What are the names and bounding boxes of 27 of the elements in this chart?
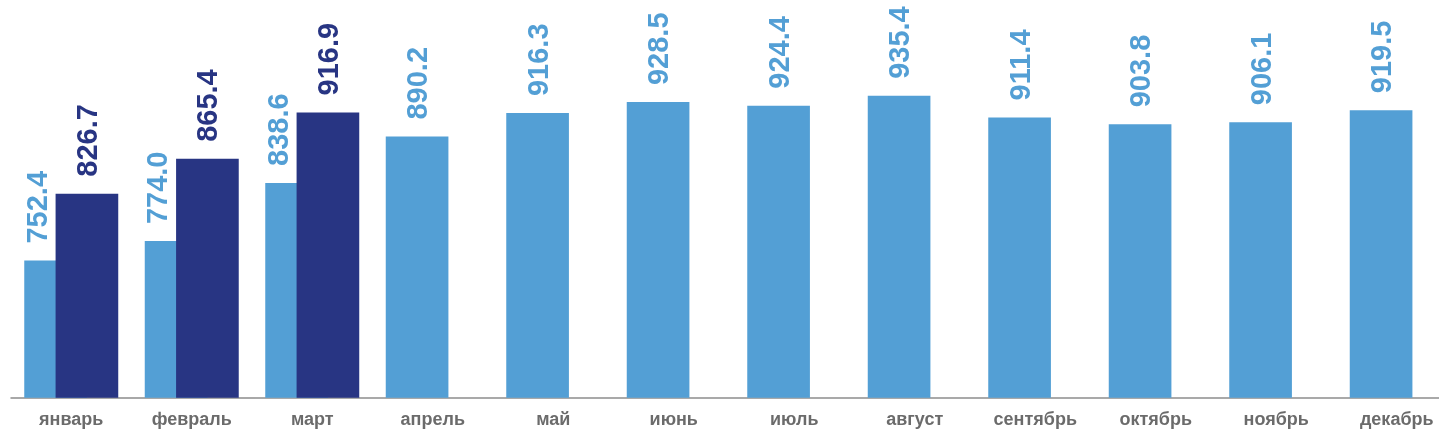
data-label: 924.4: [762, 16, 795, 89]
data-label: 865.4: [191, 69, 224, 142]
data-label: 916.3: [521, 23, 554, 97]
x-tick-label: июнь: [649, 408, 698, 429]
data-label: 935.4: [883, 6, 916, 79]
data-label: 903.8: [1124, 34, 1157, 108]
data-label: 838.6: [261, 93, 294, 166]
data-label: 752.4: [20, 170, 53, 244]
data-label: 911.4: [1003, 29, 1036, 101]
data-label: 916.9: [311, 22, 344, 96]
data-label: 928.5: [642, 12, 675, 86]
x-tick-label: март: [290, 408, 334, 429]
x-tick-label: январь: [38, 408, 104, 429]
data-label: 906.1: [1244, 32, 1277, 106]
x-tick-label: август: [886, 408, 944, 429]
data-label: 919.5: [1365, 20, 1398, 94]
x-tick-label: май: [536, 408, 571, 429]
x-tick-label: октябрь: [1119, 408, 1193, 429]
x-tick-label: июль: [770, 408, 819, 429]
x-tick-label: ноябрь: [1243, 408, 1309, 429]
data-label: 826.7: [70, 104, 103, 177]
data-label: 774.0: [141, 151, 174, 225]
x-tick-label: сентябрь: [993, 408, 1077, 429]
data-label: 890.2: [401, 46, 434, 120]
x-tick-label: февраль: [151, 408, 232, 429]
x-tick-label: декабрь: [1359, 408, 1434, 429]
x-tick-label: апрель: [400, 408, 465, 429]
